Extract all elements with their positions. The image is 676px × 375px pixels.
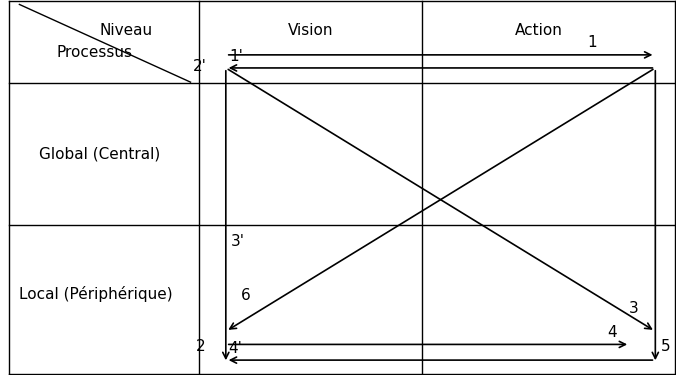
Text: 2: 2 [196,339,206,354]
Text: Local (Périphérique): Local (Périphérique) [19,286,173,302]
Text: Niveau: Niveau [99,23,153,38]
Text: 6: 6 [241,288,250,303]
Text: 5: 5 [660,339,671,354]
Text: Vision: Vision [288,23,334,38]
Text: 4': 4' [228,341,243,356]
Text: Action: Action [515,23,562,38]
Text: 1: 1 [587,35,597,50]
Text: 4: 4 [607,325,617,340]
Text: Processus: Processus [56,45,132,60]
Text: 3: 3 [629,302,638,316]
Text: Global (Central): Global (Central) [39,146,160,161]
Text: 3': 3' [231,234,245,249]
Text: 2': 2' [193,58,207,74]
Text: 1': 1' [229,49,243,64]
